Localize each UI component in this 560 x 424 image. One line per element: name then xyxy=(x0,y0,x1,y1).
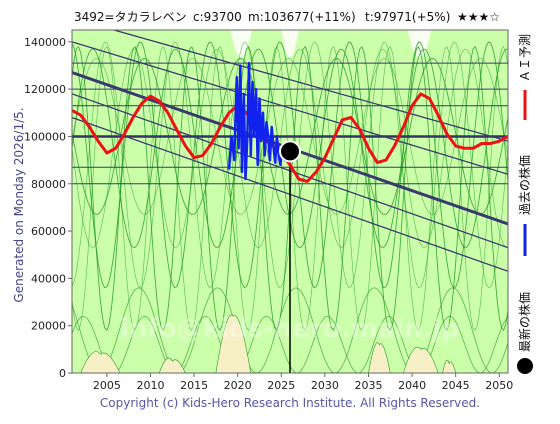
legend-past-price-label: 過去の株価 xyxy=(517,155,532,215)
past-price-line xyxy=(227,61,289,181)
x-tick-label: 2050 xyxy=(485,379,513,392)
sand-patches xyxy=(80,314,456,373)
header-target-price: t:97971(+5%) xyxy=(365,10,450,24)
y-axis-ticks: 0 20000 40000 60000 80000 100000 120000 140000 xyxy=(24,36,72,380)
green-wave-line xyxy=(72,41,508,289)
generated-date: Generated on Monday 2026/1/5. xyxy=(12,107,26,302)
sand-patch xyxy=(158,357,186,373)
sand-patch xyxy=(442,359,456,373)
legend-latest-price-label: 最新の株価 xyxy=(517,292,532,352)
trend-line xyxy=(72,41,508,175)
x-tick-label: 2020 xyxy=(224,379,252,392)
legend-ai-prediction-label: ＡＩ予測 xyxy=(518,34,532,82)
sand-patch xyxy=(80,351,121,373)
white-band-patch xyxy=(407,30,432,58)
x-axis-ticks: 2005 2010 2015 2020 2025 2030 2035 2040 2045 2050 xyxy=(93,373,513,392)
x-tick-label: 2025 xyxy=(267,379,295,392)
green-wave-line xyxy=(72,48,508,248)
legend-latest-price-swatch xyxy=(517,358,533,374)
trend-line xyxy=(111,30,508,142)
x-tick-label: 2045 xyxy=(442,379,470,392)
header-current-price: c:93700 xyxy=(193,10,242,24)
header-median-price: m:103677(+11%) xyxy=(248,10,356,24)
x-tick-label: 2030 xyxy=(311,379,339,392)
x-tick-label: 2040 xyxy=(398,379,426,392)
rating-stars: ★★★☆ xyxy=(457,10,500,24)
copyright: Copyright (c) Kids-Hero Research Institu… xyxy=(100,396,480,410)
white-band-patch xyxy=(281,30,299,58)
y-tick-label: 0 xyxy=(59,367,66,380)
x-tick-label: 2015 xyxy=(180,379,208,392)
y-tick-label: 140000 xyxy=(24,36,66,49)
ai-prediction-line xyxy=(72,92,508,183)
y-tick-label: 20000 xyxy=(31,320,66,333)
plot-area: info@kids-hero.main.jp xyxy=(72,30,508,373)
x-tick-label: 2035 xyxy=(354,379,382,392)
green-wave-line xyxy=(72,58,508,215)
sand-patch xyxy=(403,346,439,373)
plot-frame xyxy=(71,29,509,374)
latest-price-marker xyxy=(279,140,301,163)
x-tick-label: 2010 xyxy=(136,379,164,392)
y-tick-label: 100000 xyxy=(24,130,66,143)
header-ticker: 3492=タカラレベン xyxy=(74,10,187,24)
y-tick-label: 120000 xyxy=(24,83,66,96)
sand-patch xyxy=(215,314,252,373)
y-tick-label: 80000 xyxy=(31,178,66,191)
y-tick-label: 60000 xyxy=(31,225,66,238)
y-tick-label: 40000 xyxy=(31,272,66,285)
x-tick-label: 2005 xyxy=(93,379,121,392)
sand-patch xyxy=(368,342,391,373)
